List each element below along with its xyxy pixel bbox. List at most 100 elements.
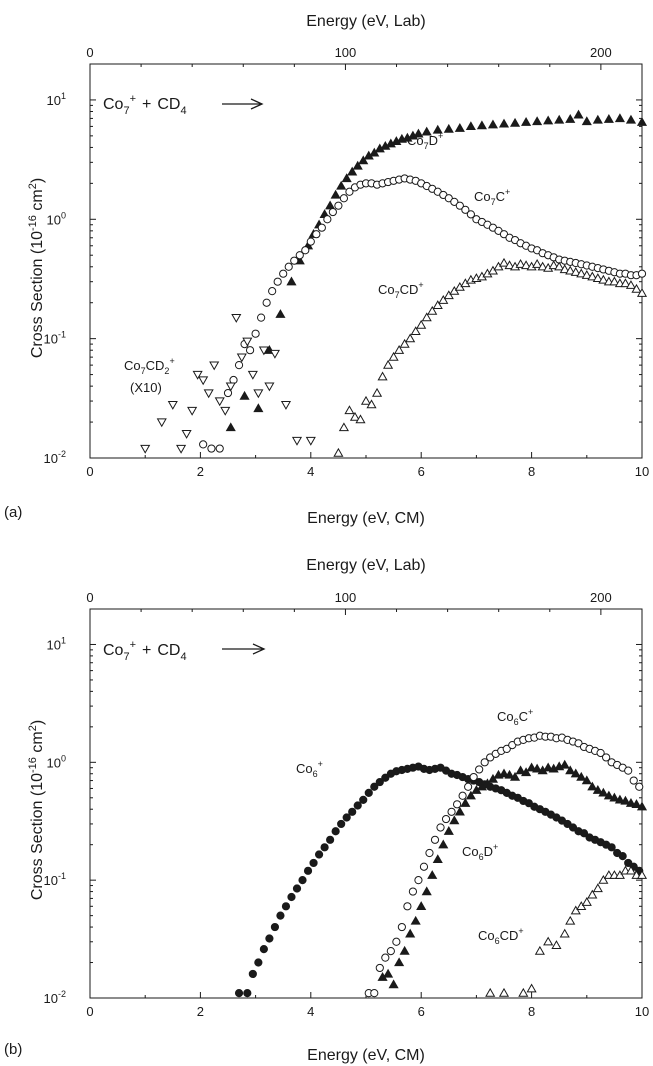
data-point — [551, 940, 562, 949]
data-point — [383, 968, 394, 978]
lbl-base: Co — [478, 928, 495, 943]
data-point — [637, 269, 647, 278]
data-point — [455, 201, 464, 210]
data-point — [543, 115, 554, 125]
series-label-co7c: Co7C+ — [474, 187, 510, 207]
data-point — [405, 333, 416, 343]
data-point — [187, 406, 198, 416]
data-point — [394, 345, 405, 354]
data-point — [245, 346, 255, 355]
panel-a-letter: (a) — [4, 504, 22, 521]
lbl-sub: 7 — [395, 290, 400, 300]
data-point — [565, 915, 576, 925]
panel-b-reaction-label: Co7+ + CD4 — [103, 639, 187, 663]
y-title-close: ) — [29, 720, 46, 725]
data-point — [581, 116, 592, 126]
data-point — [620, 795, 631, 805]
reactant: Co — [103, 96, 124, 113]
data-point — [203, 389, 214, 399]
lbl-rest: CD — [146, 358, 165, 373]
panel-a-x-axis-title: Energy (eV, CM) — [307, 510, 425, 527]
data-point — [432, 854, 443, 864]
data-point — [636, 870, 648, 879]
y-tick-label: 10-1 — [44, 330, 66, 347]
data-point — [312, 230, 321, 239]
plus-sign: + — [142, 642, 151, 659]
series-a-0 — [225, 109, 648, 432]
series-a-1 — [199, 174, 647, 453]
data-point — [432, 300, 443, 310]
data-point — [276, 911, 285, 920]
data-point — [314, 850, 324, 859]
data-point — [416, 319, 427, 329]
y-title-close: ) — [29, 178, 46, 183]
data-point — [554, 261, 565, 271]
panel-b-top-axis-title: Energy (eV, Lab) — [306, 557, 425, 574]
data-point — [394, 957, 405, 967]
data-point — [543, 936, 554, 946]
data-point — [231, 313, 242, 323]
x-tick-label: 8 — [528, 1004, 535, 1019]
series-label-co6d: Co6D+ — [462, 842, 498, 862]
lbl-sub: 6 — [479, 852, 484, 862]
data-point — [234, 361, 244, 370]
data-point — [603, 790, 614, 800]
reagent: CD — [157, 96, 180, 113]
data-point — [253, 403, 264, 413]
data-point — [209, 361, 220, 371]
data-point — [388, 351, 399, 361]
data-point — [258, 346, 269, 356]
data-point — [526, 762, 537, 772]
data-point — [339, 194, 349, 203]
data-point — [498, 987, 510, 997]
series-label-co7cd2: Co7CD2+ — [124, 356, 175, 376]
lbl-sup: + — [493, 842, 498, 852]
data-point — [515, 259, 526, 268]
data-point — [292, 884, 302, 893]
top-tick-label: 100 — [335, 45, 357, 60]
data-point — [450, 197, 459, 206]
data-point — [215, 444, 224, 453]
data-point — [609, 792, 620, 802]
y-tick-label: 10-2 — [44, 989, 66, 1006]
data-point — [291, 436, 303, 446]
data-point — [461, 205, 470, 214]
lbl-base: Co — [407, 133, 424, 148]
data-point — [592, 273, 603, 283]
series-b-2 — [377, 759, 648, 989]
series-label-co7d: Co7D+ — [407, 131, 443, 151]
panel-b-x-tick-labels: 0 2 4 6 8 10 — [86, 1004, 649, 1019]
data-point — [286, 276, 297, 286]
data-point — [421, 312, 432, 322]
data-point — [624, 766, 633, 775]
series-label-co6c: Co6C+ — [497, 707, 533, 727]
lbl-sub: 7 — [491, 197, 496, 207]
data-point — [353, 801, 362, 810]
data-point — [565, 113, 576, 123]
data-point — [381, 953, 390, 962]
data-point — [342, 813, 351, 822]
data-point — [521, 767, 532, 777]
data-point — [421, 886, 432, 896]
x-tick-label: 2 — [197, 1004, 204, 1019]
data-point — [579, 829, 589, 838]
data-point — [452, 800, 462, 809]
data-point — [592, 883, 603, 893]
data-point — [242, 337, 253, 347]
data-point — [635, 782, 644, 791]
data-point — [265, 934, 274, 943]
data-point — [458, 791, 467, 800]
panel-a-y-axis-title: Cross Section (10-16 cm2) — [27, 178, 46, 358]
reaction-arrow-icon — [222, 643, 266, 655]
y-tick-label: 10-1 — [44, 871, 66, 888]
data-point — [587, 781, 598, 791]
panel-b-y-axis-title: Cross Section (10-16 cm2) — [27, 720, 46, 900]
data-point — [268, 287, 277, 296]
data-point — [592, 784, 603, 794]
panel-b-plot-frame — [89, 608, 643, 999]
lbl-sub: 6 — [514, 717, 519, 727]
data-point — [598, 874, 609, 884]
data-point — [581, 269, 592, 279]
data-point — [323, 215, 332, 224]
